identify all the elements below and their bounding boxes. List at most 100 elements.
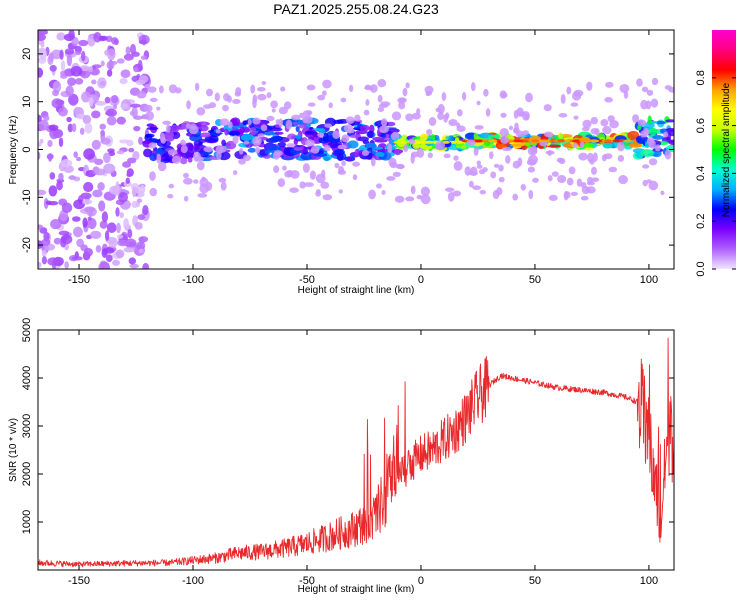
heatmap-cell — [348, 134, 361, 139]
heatmap-cell — [479, 189, 487, 195]
heatmap-cell — [134, 222, 143, 230]
heatmap-cell — [82, 199, 93, 205]
colorbar-gradient — [712, 30, 736, 269]
heatmap-cell — [171, 155, 182, 164]
heatmap-cell — [132, 150, 140, 161]
snr-y-label: SNR (10 * v/v) — [8, 418, 19, 482]
heatmap-cell — [94, 168, 106, 176]
heatmap-cell — [71, 36, 79, 47]
heatmap-cell — [368, 189, 376, 200]
heatmap-cell — [49, 127, 59, 140]
heatmap-cell — [578, 152, 588, 161]
heatmap-cell — [218, 177, 227, 183]
heatmap-cell — [435, 107, 442, 113]
heatmap-cell — [73, 151, 78, 159]
heatmap-cell — [88, 66, 94, 73]
heatmap-cell — [322, 79, 332, 89]
heatmap-cell — [580, 182, 587, 189]
heatmap-cell — [419, 140, 429, 144]
heatmap-cell — [188, 125, 199, 135]
heatmap-cell — [38, 151, 41, 160]
heatmap-cell — [271, 108, 276, 113]
heatmap-cell — [452, 190, 462, 197]
heatmap-cell — [490, 171, 497, 179]
heatmap-cell — [526, 159, 537, 166]
heatmap-cell — [157, 161, 167, 172]
heatmap-cell — [180, 145, 188, 154]
heatmap-cell — [95, 245, 102, 253]
heatmap-cell — [375, 183, 383, 189]
heatmap-y-axis: -20 -10 0 10 20 — [21, 48, 674, 253]
heatmap-x-tick-label: -100 — [182, 274, 204, 286]
heatmap-cell — [647, 127, 658, 136]
snr-series-line — [38, 337, 674, 568]
heatmap-cell — [570, 191, 578, 196]
heatmap-cell — [420, 186, 431, 197]
heatmap-cell — [220, 181, 227, 191]
heatmap-cell — [99, 81, 106, 86]
heatmap-cell — [516, 107, 524, 117]
heatmap-cell — [219, 118, 230, 127]
heatmap-cell — [410, 153, 415, 164]
heatmap-cell — [512, 193, 519, 201]
heatmap-cell — [58, 137, 64, 148]
heatmap-cell — [345, 116, 355, 124]
heatmap-cell — [120, 69, 131, 79]
heatmap-cell — [489, 151, 494, 160]
heatmap-cell — [52, 80, 62, 93]
heatmap-cell — [123, 218, 130, 230]
heatmap-cell — [203, 146, 214, 153]
heatmap-cell — [138, 248, 144, 254]
heatmap-cell — [43, 115, 50, 122]
heatmap-cell — [590, 116, 598, 125]
heatmap-cell — [573, 115, 579, 120]
heatmap-cell — [79, 127, 85, 135]
heatmap-cell — [299, 181, 306, 189]
heatmap-cell — [499, 127, 509, 137]
heatmap-cell — [592, 152, 598, 162]
heatmap-cell — [391, 111, 402, 121]
heatmap-cell — [143, 148, 153, 158]
heatmap-cell — [637, 119, 647, 127]
heatmap-cell — [138, 136, 143, 145]
heatmap-cell — [277, 142, 287, 147]
heatmap-cell — [539, 140, 548, 147]
heatmap-cell — [117, 239, 129, 247]
heatmap-cell — [91, 79, 97, 85]
heatmap-cell — [623, 91, 629, 99]
heatmap-cell — [589, 158, 595, 165]
heatmap-cell — [116, 150, 125, 155]
heatmap-cell — [591, 166, 597, 175]
heatmap-cell — [91, 139, 101, 150]
heatmap-cell — [647, 115, 652, 125]
heatmap-cell — [59, 49, 64, 60]
heatmap-cell — [334, 162, 340, 169]
heatmap-cell — [483, 88, 489, 97]
heatmap-cell — [249, 127, 257, 136]
heatmap-cell — [97, 182, 105, 191]
heatmap-cell — [257, 133, 265, 138]
heatmap-cell — [47, 139, 53, 148]
heatmap-cell — [471, 82, 476, 92]
heatmap-cell — [522, 130, 530, 136]
heatmap-cell — [660, 190, 665, 196]
heatmap-y-tick-label: -10 — [21, 189, 33, 205]
heatmap-cell — [474, 125, 484, 130]
heatmap-cell — [147, 86, 157, 93]
heatmap-cell — [309, 170, 316, 180]
heatmap-cell — [594, 128, 600, 136]
heatmap-cell — [257, 93, 267, 101]
heatmap-cell — [420, 194, 431, 205]
heatmap-cell — [476, 160, 482, 166]
heatmap-cell — [273, 131, 284, 135]
heatmap-cell — [604, 97, 613, 103]
heatmap-cell — [149, 97, 158, 103]
heatmap-cell — [646, 179, 652, 184]
heatmap-cell — [41, 249, 47, 257]
heatmap-cell — [402, 87, 408, 97]
heatmap-cell — [47, 153, 53, 162]
heatmap-cell — [394, 195, 405, 203]
heatmap-cell — [133, 115, 143, 120]
heatmap-cell — [145, 111, 154, 121]
heatmap-cell — [164, 130, 174, 140]
